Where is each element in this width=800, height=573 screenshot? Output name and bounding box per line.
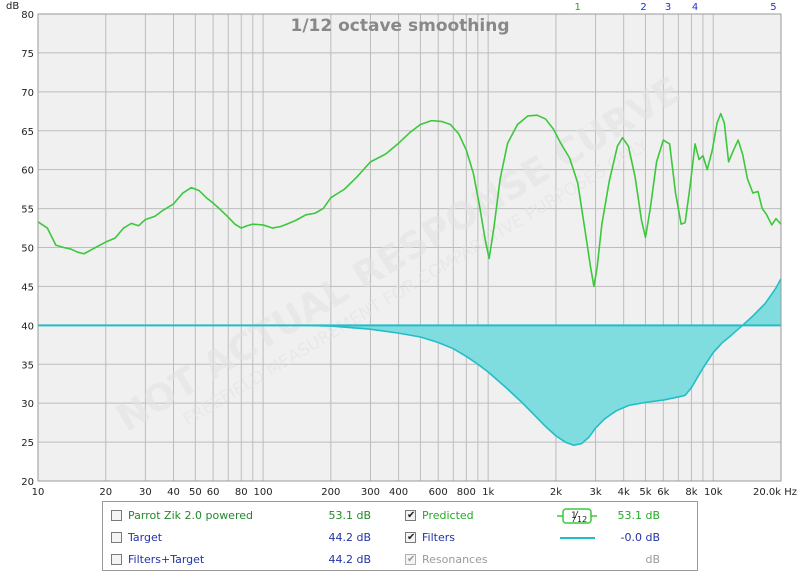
x-tick-label: 400 [389, 487, 408, 498]
filter-marker-1[interactable]: 1 [575, 2, 581, 13]
checkbox-resonances[interactable] [405, 552, 416, 568]
x-tick-label: 10k [704, 487, 723, 498]
checkbox-filters-target[interactable] [111, 554, 122, 565]
x-tick-label: 30 [139, 487, 152, 498]
y-axis-label: dB [6, 1, 19, 12]
legend-label-parrot: Parrot Zik 2.0 powered [128, 509, 253, 522]
checkbox-filters[interactable] [405, 530, 416, 546]
x-tick-label: 20 [99, 487, 112, 498]
x-tick-label: 1k [482, 487, 494, 498]
legend-label-filters-target: Filters+Target [128, 553, 205, 566]
x-tick-label: 8k [685, 487, 697, 498]
y-tick-label: 25 [21, 438, 34, 449]
x-tick-label: 10 [32, 487, 45, 498]
smoothing-badge-den: 12 [577, 515, 587, 524]
x-tick-label: 100 [254, 487, 273, 498]
legend-row-filters: Filters -0.0 dB [405, 530, 690, 548]
x-tick-label: 4k [618, 487, 630, 498]
legend-row-target: Target 44.2 dB [111, 530, 381, 548]
y-tick-label: 35 [21, 360, 34, 371]
filters-line-swatch [560, 537, 595, 539]
x-tick-label: 3k [589, 487, 601, 498]
filter-marker-2[interactable]: 2 [640, 2, 646, 13]
y-tick-label: 75 [21, 49, 34, 60]
legend-panel: Parrot Zik 2.0 powered 53.1 dB Target 44… [102, 501, 698, 571]
legend-value-target: 44.2 dB [328, 531, 371, 544]
x-tick-label: 80 [235, 487, 248, 498]
y-tick-label: 20 [21, 477, 34, 488]
x-tick-label: 600 [429, 487, 448, 498]
smoothing-badge[interactable]: 1 12 [557, 507, 597, 525]
filter-marker-3[interactable]: 3 [665, 2, 671, 13]
filters-fill-area [38, 278, 781, 446]
y-tick-label: 50 [21, 244, 34, 255]
legend-label-predicted: Predicted [422, 509, 474, 522]
x-tick-label: 200 [321, 487, 340, 498]
x-tick-label: 800 [457, 487, 476, 498]
y-tick-label: 40 [21, 321, 34, 332]
legend-row-predicted: Predicted 1 12 53.1 dB [405, 508, 690, 526]
y-tick-label: 55 [21, 205, 34, 216]
x-tick-label: 50 [189, 487, 202, 498]
checkbox-target[interactable] [111, 532, 122, 543]
legend-label-filters: Filters [422, 531, 455, 544]
legend-value-parrot: 53.1 dB [328, 509, 371, 522]
x-tick-label: 6k [657, 487, 669, 498]
x-tick-label: 60 [207, 487, 220, 498]
y-tick-label: 45 [21, 282, 34, 293]
smoothing-badge-num: 1 [571, 511, 577, 521]
plot-border [37, 13, 782, 482]
legend-label-target: Target [128, 531, 163, 544]
legend-value-resonances: dB [645, 553, 660, 566]
y-tick-label: 65 [21, 127, 34, 138]
legend-label-resonances: Resonances [422, 553, 488, 566]
x-tick-label: 2k [550, 487, 562, 498]
legend-row-parrot: Parrot Zik 2.0 powered 53.1 dB [111, 508, 381, 526]
y-tick-label: 60 [21, 166, 34, 177]
checkbox-predicted[interactable] [405, 508, 416, 524]
legend-row-filters-target: Filters+Target 44.2 dB [111, 552, 381, 570]
legend-value-predicted: 53.1 dB [617, 509, 660, 522]
x-tick-label: 20.0k Hz [753, 487, 797, 498]
x-tick-label: 300 [361, 487, 380, 498]
chart-title: 1/12 octave smoothing [290, 16, 509, 36]
series-line-filters [38, 278, 782, 446]
legend-value-filters-target: 44.2 dB [328, 553, 371, 566]
y-tick-label: 30 [21, 399, 34, 410]
checkbox-parrot[interactable] [111, 510, 122, 521]
legend-row-resonances: Resonances dB [405, 552, 690, 570]
filter-marker-4[interactable]: 4 [692, 2, 698, 13]
x-tick-label: 40 [167, 487, 180, 498]
x-tick-label: 5k [639, 487, 651, 498]
legend-value-filters: -0.0 dB [620, 531, 661, 544]
y-tick-label: 80 [21, 10, 34, 21]
y-tick-label: 70 [21, 88, 34, 99]
series-line-predicted [37, 112, 782, 288]
filter-marker-5[interactable]: 5 [770, 2, 776, 13]
